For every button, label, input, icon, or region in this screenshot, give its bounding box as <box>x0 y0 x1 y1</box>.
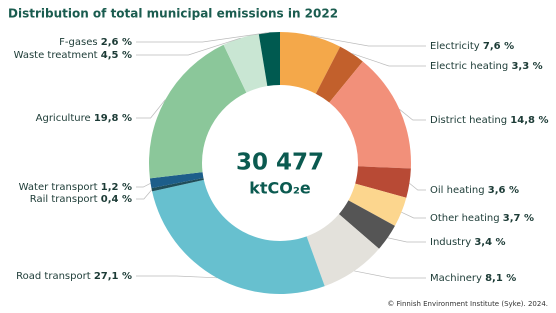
slice-name: District heating <box>430 115 507 126</box>
center-value: 30 477 <box>236 150 324 176</box>
slice-label: Industry 3,4 % <box>430 237 506 248</box>
donut-slice <box>152 179 325 294</box>
leader-line <box>354 270 426 279</box>
donut-slice <box>355 166 411 198</box>
slice-label: Machinery 8,1 % <box>430 273 516 284</box>
donut-slice <box>306 214 380 287</box>
slice-label: Rail transport 0,4 % <box>30 194 132 205</box>
source: © Finnish Environment Institute (Syke). … <box>387 300 548 308</box>
slice-value: 3,7 % <box>503 213 534 224</box>
leader-line <box>401 211 426 219</box>
slice-value: 27,1 % <box>94 271 132 282</box>
donut-slice <box>315 46 363 103</box>
leader-line <box>136 189 153 200</box>
leader-line <box>351 53 426 67</box>
slice-name: Agriculture <box>36 113 91 124</box>
slice-label: Water transport 1,2 % <box>19 182 132 193</box>
slice-label: F-gases 2,6 % <box>59 37 132 48</box>
slice-value: 7,6 % <box>483 41 514 52</box>
slice-label: Road transport 27,1 % <box>16 271 132 282</box>
slice-label: Other heating 3,7 % <box>430 213 534 224</box>
slice-name: Other heating <box>430 213 500 224</box>
chart-title: Distribution of total municipal emission… <box>8 7 338 21</box>
slice-label: Agriculture 19,8 % <box>36 113 132 124</box>
donut-slice <box>151 177 204 192</box>
slice-name: Industry <box>430 237 471 248</box>
leader-line <box>399 109 426 121</box>
donut-slice <box>280 32 341 94</box>
leader-line <box>136 99 166 119</box>
slice-label: Waste treatment 4,5 % <box>14 50 132 61</box>
slice-name: Oil heating <box>430 185 485 196</box>
slice-value: 1,2 % <box>101 182 132 193</box>
slice-name: Road transport <box>16 271 91 282</box>
center-unit: ktCO₂e <box>249 179 311 198</box>
slice-label: District heating 14,8 % <box>430 115 548 126</box>
donut-slice <box>329 61 411 169</box>
leader-line <box>387 237 426 243</box>
leader-line <box>409 182 426 191</box>
slice-value: 2,6 % <box>101 37 132 48</box>
leader-line <box>310 35 426 47</box>
leader-line <box>136 37 241 56</box>
slice-value: 0,4 % <box>101 194 132 205</box>
donut-slice <box>348 183 407 226</box>
slice-label: Electricity 7,6 % <box>430 41 514 52</box>
slice-value: 3,6 % <box>488 185 519 196</box>
slice-label: Oil heating 3,6 % <box>430 185 519 196</box>
donut-slice <box>149 172 204 189</box>
slice-name: Electric heating <box>430 61 508 72</box>
donut-slice <box>258 32 280 87</box>
leader-line <box>136 182 151 188</box>
slice-value: 3,4 % <box>474 237 505 248</box>
slice-name: Electricity <box>430 41 480 52</box>
donut-slice <box>223 33 268 93</box>
slice-value: 8,1 % <box>485 273 516 284</box>
slice-label: Electric heating 3,3 % <box>430 61 543 72</box>
slice-name: F-gases <box>59 37 97 48</box>
leader-line <box>136 32 270 43</box>
slice-value: 3,3 % <box>511 61 542 72</box>
slice-name: Rail transport <box>30 194 98 205</box>
slice-name: Waste treatment <box>14 50 98 61</box>
donut-slice <box>149 44 247 179</box>
slice-value: 19,8 % <box>94 113 132 124</box>
donut-slice <box>338 200 395 249</box>
slice-value: 14,8 % <box>510 115 548 126</box>
slice-value: 4,5 % <box>101 50 132 61</box>
slice-name: Machinery <box>430 273 482 284</box>
slice-name: Water transport <box>19 182 98 193</box>
leader-line <box>136 275 217 279</box>
